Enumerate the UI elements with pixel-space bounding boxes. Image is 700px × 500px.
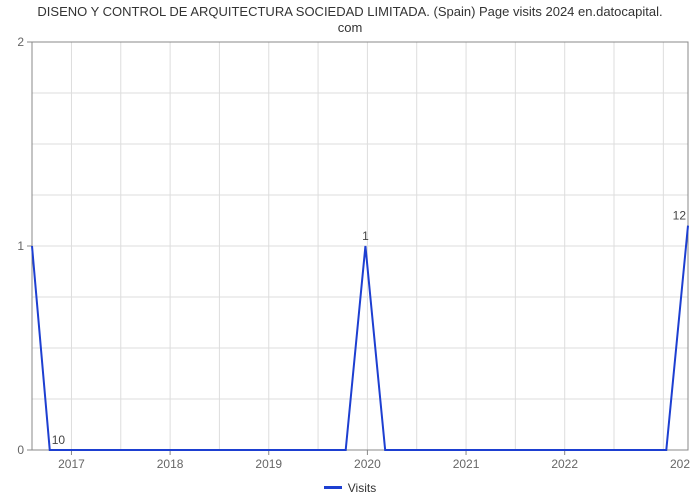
svg-text:2020: 2020 <box>354 457 381 471</box>
svg-text:202: 202 <box>670 457 690 471</box>
svg-text:2022: 2022 <box>551 457 578 471</box>
svg-text:1: 1 <box>17 239 24 253</box>
chart-container: DISENO Y CONTROL DE ARQUITECTURA SOCIEDA… <box>0 0 700 500</box>
plot-area: 01220172018201920202021202220210112 <box>32 42 688 450</box>
svg-text:2017: 2017 <box>58 457 85 471</box>
svg-text:2: 2 <box>17 35 24 49</box>
legend-item-visits: Visits <box>324 481 376 495</box>
svg-text:0: 0 <box>17 443 24 457</box>
legend-label: Visits <box>348 481 376 495</box>
chart-svg: 01220172018201920202021202220210112 <box>2 12 700 480</box>
svg-text:2018: 2018 <box>157 457 184 471</box>
svg-text:1: 1 <box>362 229 369 243</box>
svg-text:12: 12 <box>673 209 687 223</box>
legend: Visits <box>0 478 700 495</box>
svg-text:10: 10 <box>52 433 66 447</box>
legend-swatch <box>324 486 342 489</box>
svg-text:2021: 2021 <box>453 457 480 471</box>
svg-text:2019: 2019 <box>255 457 282 471</box>
